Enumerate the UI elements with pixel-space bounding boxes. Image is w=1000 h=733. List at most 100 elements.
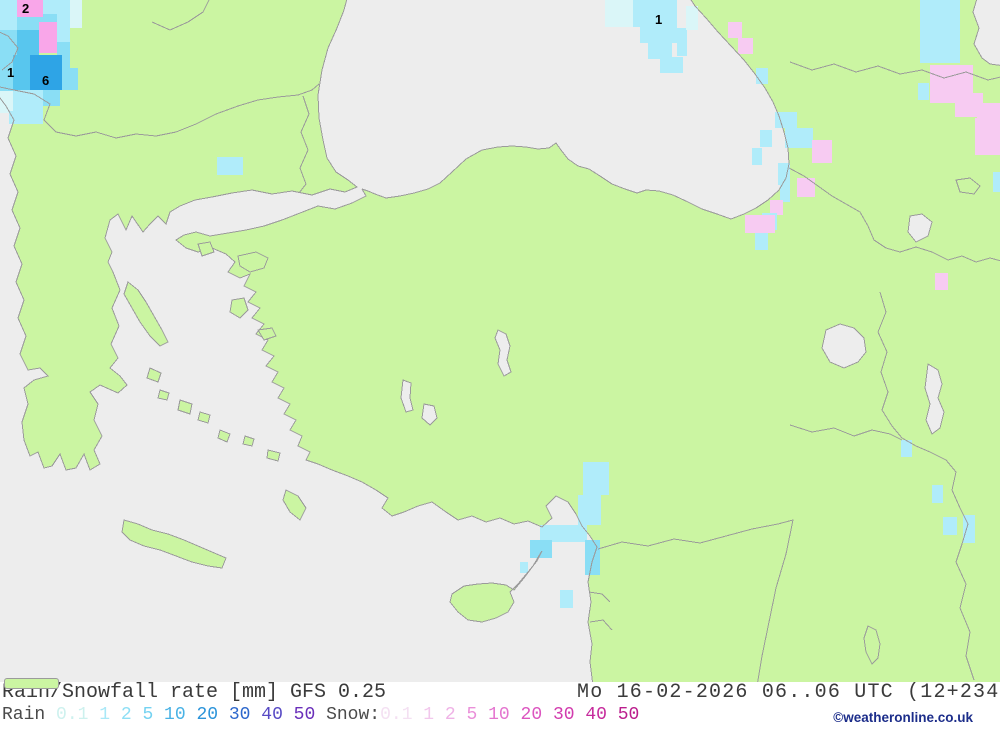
scale-token: 20	[185, 705, 219, 725]
precip-cell	[785, 128, 813, 148]
precip-cell	[633, 0, 677, 27]
border-lebanon-1	[588, 591, 611, 603]
legend-bar: Rain/Snowfall rate [mm] GFS 0.25 Mo 16-0…	[0, 681, 1000, 733]
scale-token: 20	[509, 705, 543, 725]
precip-cell	[30, 55, 62, 90]
precip-cell	[70, 0, 82, 28]
map-value-labels: 2 1 6 1	[7, 1, 662, 88]
border-albania	[0, 31, 19, 71]
precip-cell	[901, 440, 912, 457]
island-crete	[121, 519, 227, 569]
precip-value-label: 6	[42, 73, 49, 88]
precip-cell	[17, 17, 43, 30]
precip-cell	[560, 590, 573, 608]
scale-token: 1	[88, 705, 111, 725]
precipitation-map: 2 1 6 1	[0, 0, 1000, 682]
island-cyclades-1	[177, 399, 193, 415]
precip-cell	[752, 148, 762, 165]
landmass-balkans-greece	[0, 0, 357, 470]
precip-cell	[17, 30, 39, 55]
precip-cell	[677, 28, 687, 56]
island-rhodes	[282, 489, 307, 521]
precip-cell	[17, 0, 43, 17]
lake-mingachevir	[907, 213, 933, 243]
border-caucasus-north	[789, 61, 1000, 81]
precip-cell	[640, 27, 677, 43]
scale-token: 5	[131, 705, 154, 725]
precip-cell	[963, 515, 975, 543]
precip-cell	[738, 38, 753, 54]
island-andros	[146, 367, 162, 383]
precip-cell	[605, 0, 633, 27]
border-balkans-north	[0, 83, 320, 139]
validity-time: Mo 16-02-2026 06..06 UTC (12+234	[577, 681, 1000, 704]
precip-cell	[660, 57, 683, 73]
precip-cell	[755, 233, 768, 250]
island-cyclades-4	[217, 429, 231, 443]
coastline-balkans	[0, 0, 358, 471]
map-edge-fragment	[4, 678, 59, 689]
border-turkey-georgia-armenia	[788, 167, 1000, 263]
precip-cell	[920, 0, 960, 63]
precip-cell	[0, 91, 13, 113]
scale-token: 10	[477, 705, 510, 725]
precip-value-label: 1	[655, 12, 662, 27]
lake-egirdir	[421, 403, 438, 426]
lake-sevan	[955, 177, 981, 195]
precip-value-label: 1	[7, 65, 14, 80]
lake-van	[821, 323, 867, 369]
lake-beysehir	[400, 379, 414, 413]
precip-cell	[728, 22, 742, 38]
precip-cell	[583, 462, 609, 495]
precip-cell	[778, 163, 790, 185]
precip-cell	[756, 68, 768, 84]
scale-token: Rain	[2, 705, 57, 725]
border-turkey-iraq	[789, 424, 903, 441]
island-lesbos	[237, 251, 269, 273]
precip-cell	[217, 157, 243, 175]
lakes	[400, 177, 981, 665]
scale-token: 2	[434, 705, 456, 725]
scale-token: 30	[542, 705, 575, 725]
precip-cell	[0, 14, 17, 30]
scale-token: 30	[218, 705, 251, 725]
island-samos	[257, 327, 277, 341]
scale-token: Snow:	[315, 705, 381, 725]
precip-cell	[540, 525, 587, 542]
precip-cell	[797, 178, 815, 197]
island-cyclades-3	[157, 389, 170, 401]
precip-cell	[775, 112, 797, 128]
precip-cell	[932, 485, 943, 503]
precip-cell	[686, 6, 698, 30]
precip-cell	[57, 14, 70, 42]
scale-token: 5	[455, 705, 478, 725]
precip-cell	[585, 540, 600, 575]
island-kos	[242, 435, 255, 447]
scale-token: 10	[153, 705, 186, 725]
scale-token: 0.1	[380, 705, 413, 725]
precip-cell	[13, 55, 30, 90]
precip-value-label: 2	[22, 1, 29, 16]
caspian-coastline	[972, 0, 1000, 66]
island-dodecanese	[266, 449, 281, 462]
precip-cell	[812, 140, 832, 163]
map-canvas: 2 1 6 1	[0, 0, 1000, 682]
precip-cell	[745, 215, 775, 233]
precip-cell	[43, 0, 70, 14]
precip-cell	[62, 68, 78, 90]
island-cyprus	[449, 550, 543, 623]
scale-token: 2	[110, 705, 132, 725]
rain-snow-scale: Rain 0.1 1 2 5 10 20 30 40 50 Snow:0.1 1…	[2, 705, 639, 725]
precip-cell	[0, 0, 17, 14]
border-greece-turkey	[298, 95, 310, 194]
precip-cell	[770, 200, 783, 215]
island-chios	[229, 297, 249, 319]
scale-token: 50	[606, 705, 640, 725]
island-cyclades-2	[197, 411, 211, 424]
copyright-watermark[interactable]: ©weatheronline.co.uk	[833, 710, 973, 725]
precip-cell	[918, 83, 929, 100]
precip-cell	[39, 22, 57, 53]
island-limnos	[197, 241, 215, 257]
precip-cell	[0, 30, 17, 65]
